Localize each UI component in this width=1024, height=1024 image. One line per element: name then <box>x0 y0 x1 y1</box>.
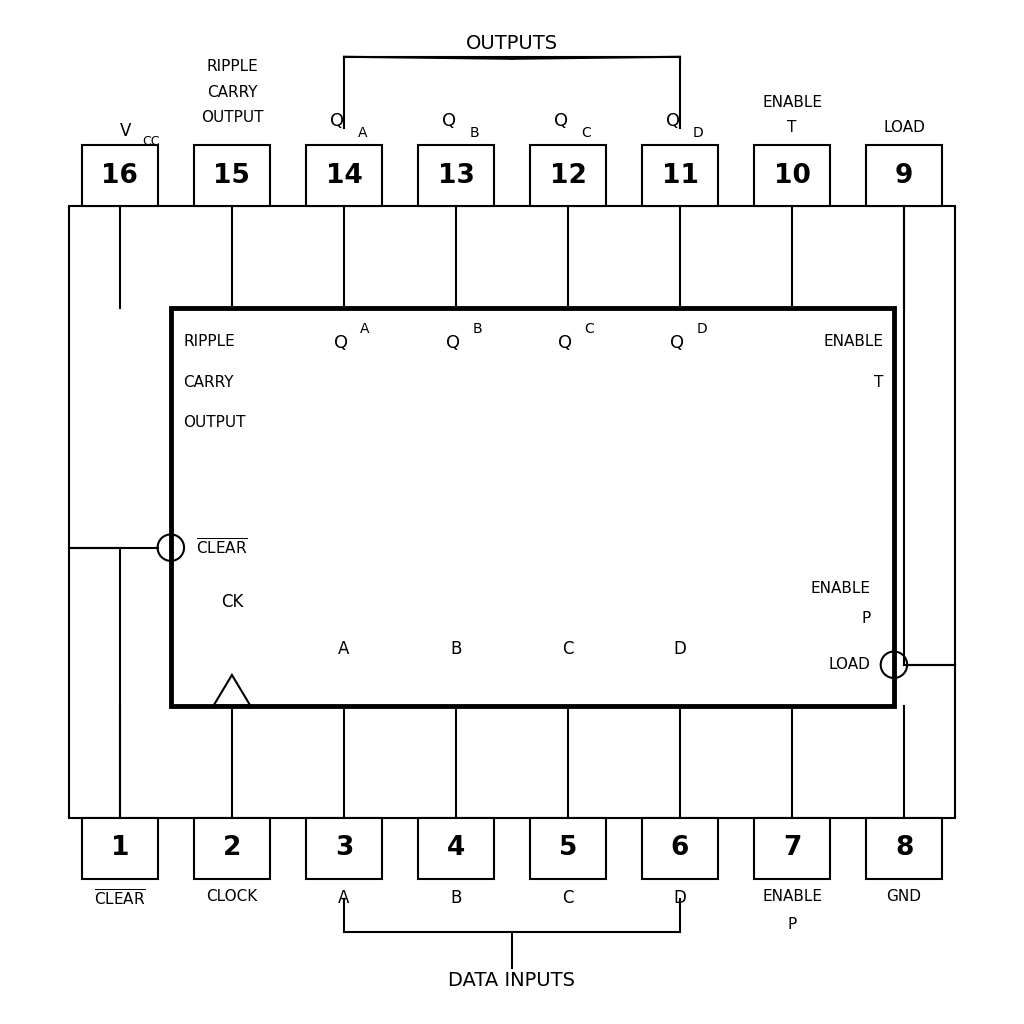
Text: 2: 2 <box>223 836 241 861</box>
Text: RIPPLE: RIPPLE <box>206 59 258 74</box>
Text: ENABLE: ENABLE <box>823 334 884 349</box>
Text: A: A <box>360 322 370 336</box>
Text: LOAD: LOAD <box>883 120 925 135</box>
Text: B: B <box>470 126 479 140</box>
Text: D: D <box>696 322 708 336</box>
Text: Q: Q <box>554 112 568 130</box>
Text: T: T <box>874 375 884 389</box>
Text: ENABLE: ENABLE <box>762 94 822 110</box>
Polygon shape <box>82 145 158 207</box>
Polygon shape <box>754 817 830 879</box>
Text: D: D <box>674 640 686 658</box>
Text: V: V <box>120 122 131 140</box>
Text: CARRY: CARRY <box>183 375 233 389</box>
Polygon shape <box>194 145 270 207</box>
Text: C: C <box>562 640 573 658</box>
Text: 10: 10 <box>774 163 811 188</box>
Text: 8: 8 <box>895 836 913 861</box>
Polygon shape <box>418 145 495 207</box>
Text: RIPPLE: RIPPLE <box>183 334 234 349</box>
Text: ENABLE: ENABLE <box>810 581 870 596</box>
Text: A: A <box>338 889 349 907</box>
Text: LOAD: LOAD <box>828 657 870 673</box>
Polygon shape <box>306 145 382 207</box>
Text: CLOCK: CLOCK <box>206 889 258 904</box>
Polygon shape <box>529 817 606 879</box>
Polygon shape <box>642 817 718 879</box>
Text: A: A <box>357 126 367 140</box>
Text: B: B <box>451 889 462 907</box>
Polygon shape <box>529 145 606 207</box>
Text: 14: 14 <box>326 163 362 188</box>
Text: OUTPUTS: OUTPUTS <box>466 34 558 53</box>
Text: Q: Q <box>441 112 456 130</box>
Text: T: T <box>787 120 797 135</box>
Text: 6: 6 <box>671 836 689 861</box>
Polygon shape <box>82 817 158 879</box>
Text: D: D <box>674 889 686 907</box>
Polygon shape <box>306 817 382 879</box>
Text: A: A <box>338 640 349 658</box>
Polygon shape <box>866 817 942 879</box>
Text: P: P <box>787 918 797 932</box>
Text: Q: Q <box>334 334 348 352</box>
Text: 11: 11 <box>662 163 698 188</box>
Text: CK: CK <box>221 593 243 610</box>
Text: $\overline{\mathrm{CLEAR}}$: $\overline{\mathrm{CLEAR}}$ <box>197 538 248 558</box>
Text: 15: 15 <box>213 163 250 188</box>
Text: CC: CC <box>142 135 160 148</box>
Text: OUTPUT: OUTPUT <box>183 416 246 430</box>
Text: Q: Q <box>670 334 684 352</box>
Text: GND: GND <box>887 889 922 904</box>
Text: B: B <box>472 322 482 336</box>
Text: C: C <box>562 889 573 907</box>
Text: ENABLE: ENABLE <box>762 889 822 904</box>
Text: Q: Q <box>330 112 344 130</box>
Text: CARRY: CARRY <box>207 85 257 99</box>
Polygon shape <box>194 817 270 879</box>
Text: 12: 12 <box>550 163 587 188</box>
Text: Q: Q <box>445 334 460 352</box>
Text: 4: 4 <box>446 836 465 861</box>
Polygon shape <box>866 145 942 207</box>
Text: 13: 13 <box>437 163 474 188</box>
Text: Q: Q <box>666 112 680 130</box>
Text: 16: 16 <box>101 163 138 188</box>
Text: DATA INPUTS: DATA INPUTS <box>449 971 575 990</box>
Text: D: D <box>693 126 703 140</box>
Text: 7: 7 <box>783 836 801 861</box>
Text: B: B <box>451 640 462 658</box>
Polygon shape <box>418 817 495 879</box>
Text: C: C <box>582 126 591 140</box>
Text: 5: 5 <box>559 836 578 861</box>
Text: 3: 3 <box>335 836 353 861</box>
Text: 9: 9 <box>895 163 913 188</box>
Text: OUTPUT: OUTPUT <box>201 110 263 125</box>
Text: P: P <box>861 611 870 627</box>
Text: C: C <box>585 322 594 336</box>
Polygon shape <box>642 145 718 207</box>
Text: Q: Q <box>558 334 572 352</box>
Text: $\overline{\mathrm{CLEAR}}$: $\overline{\mathrm{CLEAR}}$ <box>94 889 145 909</box>
Polygon shape <box>754 145 830 207</box>
Text: 1: 1 <box>111 836 129 861</box>
